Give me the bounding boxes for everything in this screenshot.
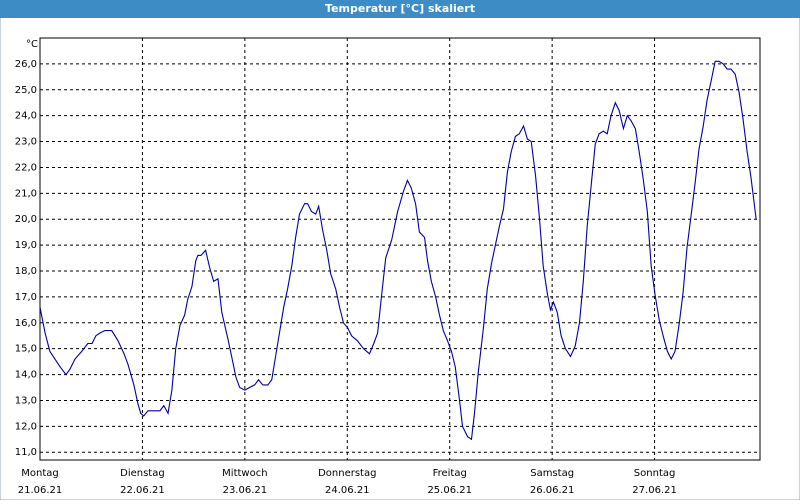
y-tick-label: 25,0	[15, 85, 37, 96]
y-tick-label: 24,0	[15, 111, 37, 122]
x-tick-label: Mittwoch	[222, 468, 267, 479]
y-tick-label: 23,0	[15, 137, 37, 148]
y-unit: °C	[26, 39, 38, 50]
x-tick-date: 27.06.21	[632, 485, 677, 496]
title-bar	[0, 0, 800, 18]
x-tick-label: Donnerstag	[318, 468, 376, 479]
y-tick-label: 26,0	[15, 59, 37, 70]
y-tick-label: 12,0	[15, 421, 37, 432]
y-tick-label: 13,0	[15, 395, 37, 406]
y-tick-label: 19,0	[15, 240, 37, 251]
x-tick-label: Freitag	[433, 468, 467, 479]
x-tick-label: Samstag	[530, 468, 574, 479]
y-tick-label: 21,0	[15, 188, 37, 199]
y-tick-label: 22,0	[15, 162, 37, 173]
plot-frame	[39, 37, 761, 461]
x-tick-label: Dienstag	[120, 468, 165, 479]
temperature-line	[39, 60, 757, 441]
y-tick-label: 14,0	[15, 370, 37, 381]
x-tick-date: 26.06.21	[530, 485, 575, 496]
x-tick-date: 24.06.21	[325, 485, 370, 496]
y-tick-label: 11,0	[15, 447, 37, 458]
y-tick-label: 17,0	[15, 292, 37, 303]
chart-title: Temperatur [°C] skaliert	[325, 2, 475, 15]
y-tick-label: 16,0	[15, 318, 37, 329]
y-tick-label: 15,0	[15, 344, 37, 355]
x-tick-date: 22.06.21	[120, 485, 165, 496]
x-tick-label: Sonntag	[634, 468, 676, 479]
y-tick-label: 18,0	[15, 266, 37, 277]
x-tick-date: 23.06.21	[223, 485, 268, 496]
x-tick-date: 25.06.21	[427, 485, 472, 496]
y-tick-label: 20,0	[15, 214, 37, 225]
x-tick-date: 21.06.21	[18, 485, 63, 496]
x-tick-label: Montag	[21, 468, 58, 479]
